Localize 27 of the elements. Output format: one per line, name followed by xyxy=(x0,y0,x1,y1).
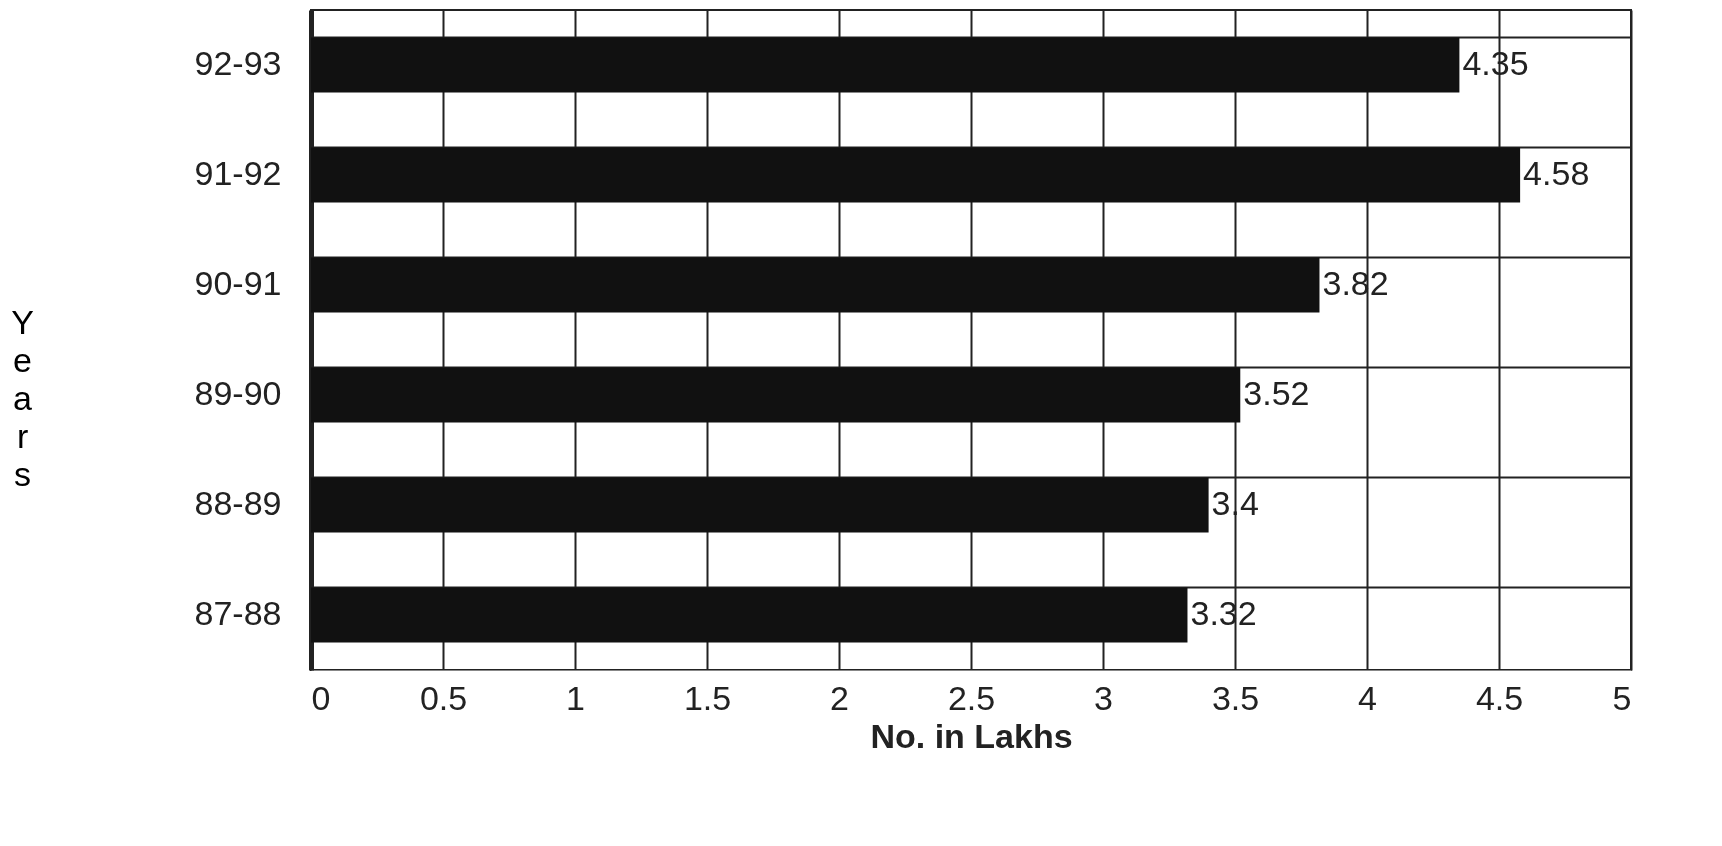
bar xyxy=(311,257,1320,313)
y-tick-label: 92-93 xyxy=(194,44,282,82)
y-tick-label: 87-88 xyxy=(194,594,282,632)
x-tick-label: 0.5 xyxy=(419,678,468,717)
x-tick-label: 4.5 xyxy=(1475,678,1524,717)
y-tick-label: 90-91 xyxy=(194,264,282,302)
bar xyxy=(311,37,1460,93)
x-tick-label: 1.5 xyxy=(683,678,732,717)
x-tick-label: 2.5 xyxy=(947,678,996,717)
x-tick-label: 3.5 xyxy=(1211,678,1260,717)
x-tick-label: 5 xyxy=(1612,678,1632,717)
x-tick-label: 3 xyxy=(1094,678,1113,717)
x-tick-label: 4 xyxy=(1358,678,1377,717)
x-tick-label: 2 xyxy=(830,678,849,717)
data-label: 4.58 xyxy=(1523,154,1590,192)
y-tick-label: 88-89 xyxy=(194,484,282,522)
bar xyxy=(311,147,1521,203)
y-axis-title: Years xyxy=(11,302,34,493)
x-tick-label: 0 xyxy=(311,678,331,717)
data-label: 3.52 xyxy=(1243,374,1310,412)
x-axis-title: No. in Lakhs xyxy=(870,716,1073,755)
y-tick-label: 91-92 xyxy=(194,154,282,192)
y-tick-label: 89-90 xyxy=(194,374,282,412)
bar xyxy=(311,477,1209,533)
bar xyxy=(311,367,1241,423)
bar xyxy=(311,587,1188,643)
x-tick-label: 1 xyxy=(566,678,585,717)
